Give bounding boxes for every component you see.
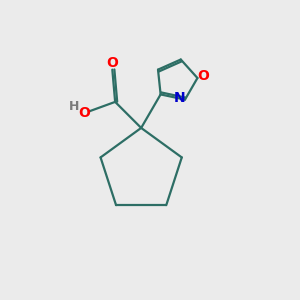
Text: O: O: [79, 106, 90, 120]
Text: N: N: [174, 91, 185, 105]
Text: O: O: [106, 56, 118, 70]
Text: O: O: [197, 69, 209, 83]
Text: H: H: [69, 100, 79, 113]
